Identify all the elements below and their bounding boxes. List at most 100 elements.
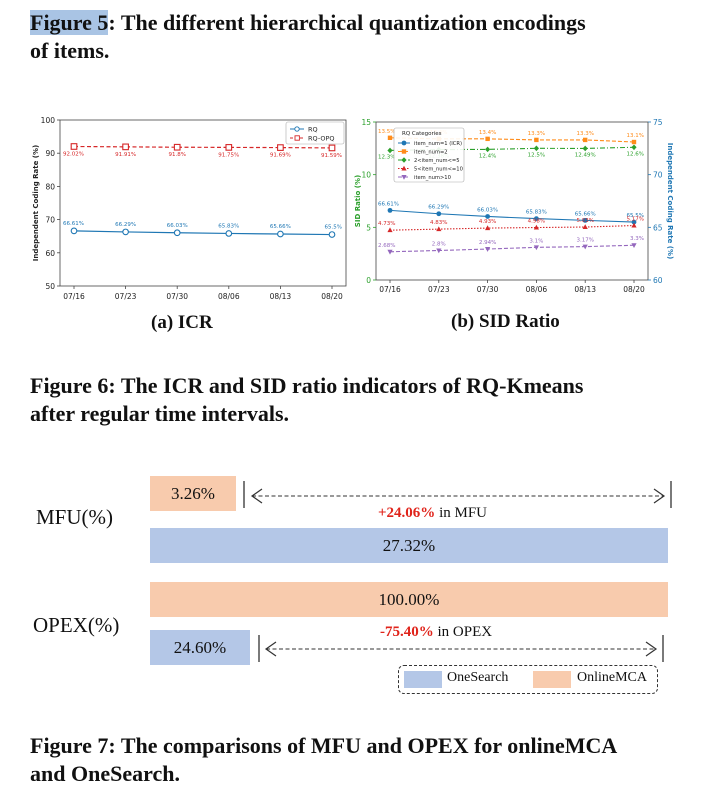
figure5-label-highlight: Figure 5 — [30, 10, 109, 35]
data-label: 12.3% — [378, 154, 395, 160]
figure5-caption-line2: of items. — [30, 38, 110, 63]
bar-mfu-onesearch-label: 27.32% — [382, 535, 436, 555]
bar-opex-onlinemca-label: 100.00% — [378, 589, 440, 609]
data-label: 2.68% — [378, 243, 395, 249]
data-point — [582, 224, 588, 230]
x-tick-label: 08/13 — [270, 292, 292, 300]
y-tick-label: 100 — [41, 116, 56, 125]
y-tick-label: 50 — [45, 282, 55, 291]
row-label-mfu: MFU(%) — [36, 505, 113, 529]
data-label: 2.8% — [432, 242, 446, 248]
data-point — [387, 135, 393, 140]
y-axis-label: Independent Coding Rate (%) — [32, 145, 40, 261]
data-point — [173, 229, 181, 237]
x-tick-label: 07/16 — [379, 285, 401, 294]
x-tick-label: 08/06 — [526, 285, 548, 294]
data-label: 65.83% — [526, 210, 547, 216]
data-label: 66.03% — [167, 223, 188, 229]
data-point — [583, 137, 588, 143]
data-label: 91.59% — [321, 153, 342, 159]
opex-delta-text: in OPEX — [433, 624, 493, 640]
series-line — [389, 244, 635, 253]
legend-box — [393, 127, 465, 183]
data-point — [436, 211, 442, 217]
data-label: 13.4% — [479, 130, 496, 136]
data-label: 4.93% — [479, 219, 496, 225]
y-tick-label: 0 — [366, 276, 371, 285]
data-label: 4.83% — [430, 220, 447, 226]
subcaption-b: (b) SID Ratio — [451, 311, 560, 332]
data-label: 91.91% — [115, 152, 136, 158]
data-point — [173, 143, 181, 151]
x-tick-label: 07/30 — [477, 285, 499, 294]
data-label: 5.17% — [627, 217, 644, 223]
data-point — [534, 216, 539, 221]
y-right-tick-label: 60 — [653, 276, 663, 285]
data-point — [70, 227, 78, 235]
y-tick-label: 15 — [361, 118, 371, 127]
x-tick-label: 07/30 — [166, 292, 188, 300]
mfu-delta-text: in MFU — [435, 505, 487, 521]
series-line-rq — [73, 230, 333, 236]
opex-delta-annotation: -75.40% in OPEX — [380, 624, 492, 641]
legend-marker — [401, 165, 407, 171]
data-point — [277, 230, 284, 238]
data-point — [582, 217, 588, 223]
legend-marker — [401, 140, 407, 146]
series-line — [389, 209, 635, 223]
legend-label-onlinemca: OnlineMCA — [577, 670, 647, 685]
figure7-caption-line1: Figure 7: The comparisons of MFU and OPE… — [30, 733, 618, 758]
data-label: 3.17% — [576, 238, 593, 244]
y-axis-label: SID Ratio (%) — [354, 175, 362, 227]
data-label: 92.02% — [63, 151, 84, 157]
legend-marker — [401, 175, 407, 180]
data-point — [225, 230, 233, 237]
y-right-tick-label: 65 — [653, 223, 663, 232]
data-label: 13.1% — [627, 133, 644, 139]
data-point — [225, 144, 233, 151]
data-point — [277, 144, 284, 151]
icr-line-chart: 50 60 70 80 90 100 07/16 07/23 07/30 08/06 08/13 08… — [32, 116, 347, 300]
bar-mfu-onlinemca-label: 3.26% — [171, 483, 215, 503]
row-label-opex: OPEX(%) — [33, 613, 120, 637]
data-point — [582, 244, 588, 250]
bar-mfu-onesearch: 27.32% — [150, 528, 668, 563]
data-label: 3.3% — [630, 236, 644, 242]
data-point — [631, 222, 637, 228]
figure7-caption-line2: and OneSearch. — [30, 761, 180, 786]
data-label: 65.5% — [627, 213, 644, 219]
legend-label: RQ-OPQ — [308, 135, 335, 143]
subcaption-a: (a) ICR — [151, 312, 213, 333]
legend-marker — [401, 157, 407, 163]
data-label: 66.29% — [428, 205, 449, 211]
bar-mfu-onlinemca: 3.26% — [150, 476, 236, 511]
y-right-axis-label: Independent Coding Rate (%) — [666, 143, 674, 259]
data-point — [436, 248, 442, 254]
x-tick-label: 07/23 — [428, 285, 450, 294]
data-label: 91.69% — [270, 153, 291, 159]
legend-label: item_num=2 — [414, 150, 448, 156]
data-point — [533, 145, 539, 152]
legend-swatch-onlinemca — [533, 671, 571, 688]
y-right-tick-label: 70 — [653, 171, 663, 180]
data-point — [70, 143, 78, 150]
data-label: 12.49% — [575, 152, 596, 158]
x-tick-label: 08/06 — [218, 292, 240, 300]
legend-marker — [401, 149, 407, 154]
y-tick-label: 10 — [361, 171, 371, 180]
data-label: 91.8% — [168, 152, 185, 158]
series-line — [389, 224, 635, 231]
data-point — [122, 228, 129, 236]
bar-opex-onlinemca: 100.00% — [150, 582, 668, 617]
data-point — [122, 143, 129, 151]
figure7-caption: Figure 7: The comparisons of MFU and OPE… — [30, 732, 690, 788]
data-label: 3.1% — [529, 238, 543, 244]
mfu-delta-value: +24.06% — [378, 505, 436, 521]
difference-arrows — [243, 481, 672, 662]
data-label: 66.61% — [378, 201, 399, 207]
data-point — [534, 137, 539, 143]
data-label: 66.61% — [63, 221, 84, 227]
legend-label: RQ — [308, 126, 318, 134]
data-point — [328, 231, 336, 238]
data-label: 2.94% — [479, 240, 496, 246]
